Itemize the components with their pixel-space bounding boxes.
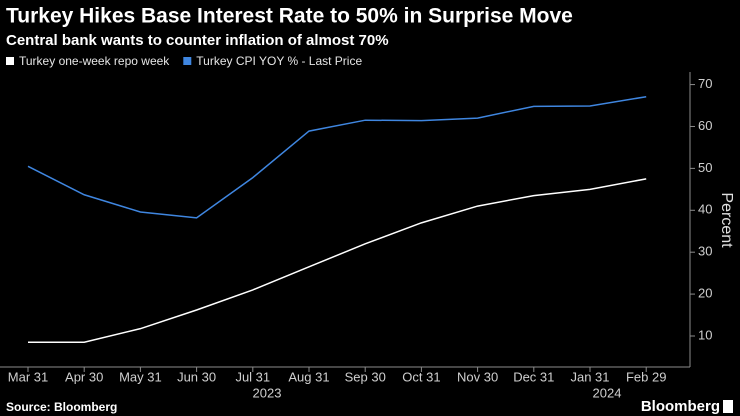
legend-label: Turkey one-week repo week — [19, 54, 170, 68]
x-tick-label: Sep 30 — [345, 369, 386, 384]
y-axis-label: Percent — [718, 192, 735, 248]
chart-title: Turkey Hikes Base Interest Rate to 50% i… — [6, 5, 573, 28]
legend-swatch — [183, 57, 192, 65]
y-tick-label: 40 — [698, 202, 712, 217]
year-label: 2024 — [593, 385, 622, 400]
x-tick-label: Mar 31 — [8, 369, 48, 384]
year-label: 2023 — [253, 385, 282, 400]
x-tick-label: May 31 — [119, 369, 162, 384]
x-tick-label: Jul 31 — [235, 369, 270, 384]
brand-icon — [723, 400, 733, 413]
series-line — [28, 178, 647, 344]
chart-subtitle: Central bank wants to counter inflation … — [6, 32, 389, 49]
x-tick-label: Apr 30 — [65, 369, 103, 384]
series-line — [27, 95, 647, 219]
x-tick-label: Feb 29 — [626, 369, 666, 384]
legend-swatch — [6, 57, 14, 65]
brand: Bloomberg — [641, 398, 720, 415]
y-tick-label: 70 — [698, 76, 712, 91]
y-tick-label: 30 — [698, 244, 712, 259]
x-tick-label: Dec 31 — [513, 369, 554, 384]
y-tick-label: 50 — [698, 160, 712, 175]
x-tick-label: Oct 31 — [402, 369, 440, 384]
legend-label: Turkey CPI YOY % - Last Price — [196, 54, 362, 68]
x-tick-label: Jun 30 — [177, 369, 216, 384]
x-tick-label: Aug 31 — [288, 369, 329, 384]
source: Source: Bloomberg — [6, 400, 117, 414]
y-tick-label: 60 — [698, 118, 712, 133]
y-tick-label: 10 — [698, 327, 712, 342]
x-tick-label: Nov 30 — [457, 369, 498, 384]
y-tick-label: 20 — [698, 286, 712, 301]
x-tick-label: Jan 31 — [570, 369, 609, 384]
